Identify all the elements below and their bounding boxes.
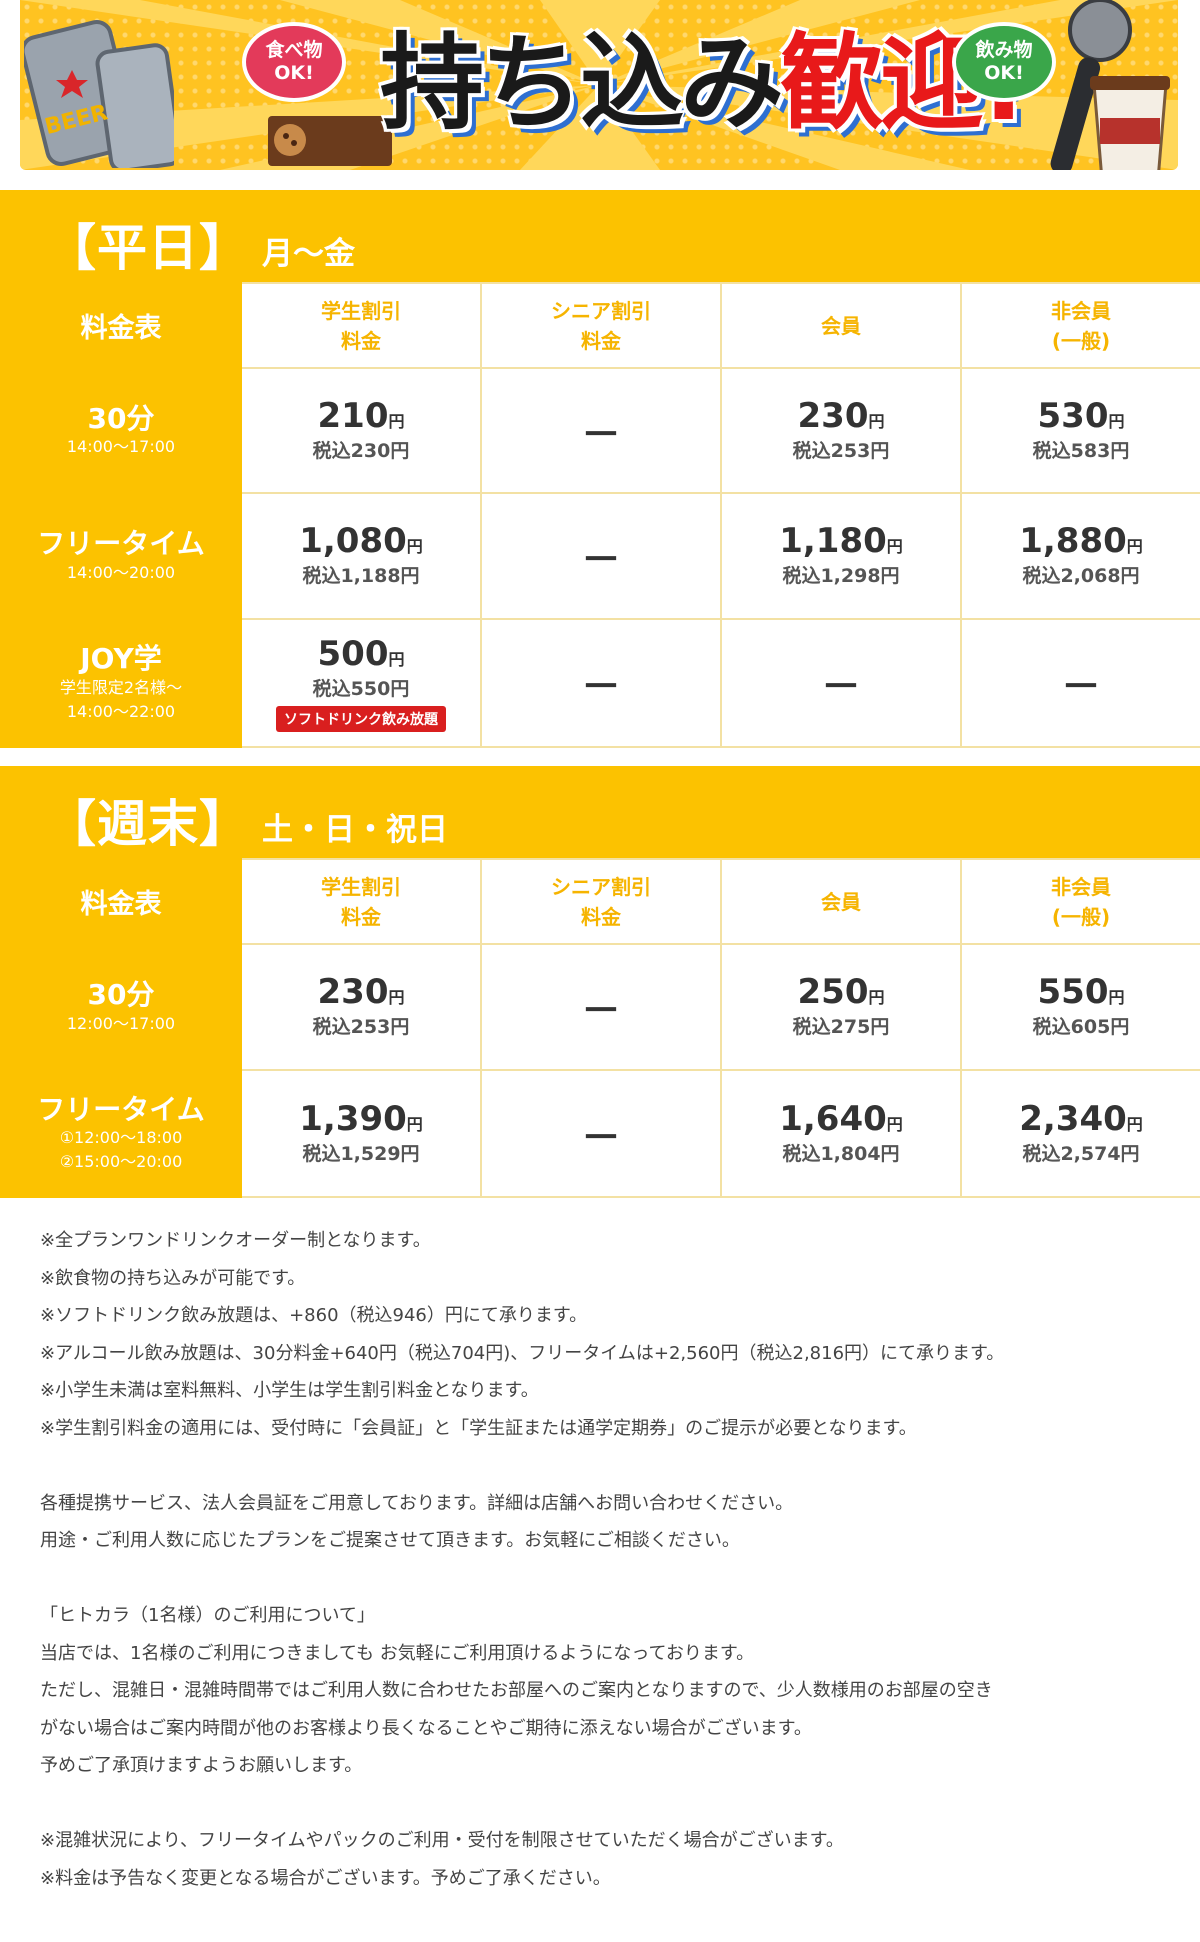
beer-can-icon: BEER xyxy=(24,20,174,168)
price-cell-empty: － xyxy=(960,618,1200,748)
price-cell: 1,390円 税込1,529円 xyxy=(240,1069,482,1198)
price-cell: 230円 税込253円 xyxy=(720,367,962,494)
note-line: ※全プランワンドリンクオーダー制となります。 xyxy=(40,1230,431,1251)
col-header-member: 会員 xyxy=(720,282,962,369)
note-spacer xyxy=(40,1785,1170,1823)
note-line: ※ソフトドリンク飲み放題は、+860（税込946）円にて承ります。 xyxy=(40,1305,588,1326)
note-line: 予めご了承頂けますようお願いします。 xyxy=(40,1755,363,1776)
table-row: 30分 12:00～17:00 230円 税込253円 － 250円 税込275… xyxy=(0,943,1200,1071)
col-header-senior: シニア割引 料金 xyxy=(480,858,722,945)
price-cell-empty: － xyxy=(480,943,722,1071)
col-header-student: 学生割引 料金 xyxy=(240,282,482,369)
note-line: 当店では、1名様のご利用につきましても お気軽にご利用頂けるようになっております… xyxy=(40,1642,755,1664)
note-line: 「ヒトカラ（1名様）のご利用について」 xyxy=(40,1605,375,1626)
soft-drink-badge: ソフトドリンク飲み放題 xyxy=(276,705,446,732)
weekday-price-table: 料金表 学生割引 料金 シニア割引 料金 会員 非会員 (一般) 30分 14:… xyxy=(0,282,1200,748)
price-cell: 530円 税込583円 xyxy=(960,367,1200,494)
table-corner-label: 料金表 xyxy=(0,858,242,945)
col-header-non-member: 非会員 (一般) xyxy=(960,858,1200,945)
note-line: がない場合はご案内時間が他のお客様より長くなることやご期待に添えない場合がござい… xyxy=(40,1717,812,1739)
banner-title: 持ち込み 歓迎! xyxy=(380,8,1027,158)
weekend-header: 【週末】 土・日・祝日 xyxy=(0,766,1200,858)
row-header-free-time: フリータイム ①12:00～18:00 ②15:00～20:00 xyxy=(0,1069,242,1198)
note-line: 各種提携サービス、法人会員証をご用意しております。詳細は店舗へお問い合わせくださ… xyxy=(40,1492,794,1514)
weekend-subtitle: 土・日・祝日 xyxy=(262,812,448,848)
table-row: フリータイム 14:00～20:00 1,080円 税込1,188円 － 1,1… xyxy=(0,492,1200,620)
price-cell: 1,180円 税込1,298円 xyxy=(720,492,962,620)
price-cell: 1,640円 税込1,804円 xyxy=(720,1069,962,1198)
price-cell-empty: － xyxy=(480,492,722,620)
price-cell: 250円 税込275円 xyxy=(720,943,962,1071)
note-line: ※学生割引料金の適用には、受付時に「会員証」と「学生証または通学定期券」のご提示… xyxy=(40,1417,917,1439)
price-cell-empty: － xyxy=(480,1069,722,1198)
price-cell-empty: － xyxy=(480,618,722,748)
price-cell-empty: － xyxy=(720,618,962,748)
price-cell: 1,080円 税込1,188円 xyxy=(240,492,482,620)
price-cell: 1,880円 税込2,068円 xyxy=(960,492,1200,620)
weekend-price-section: 【週末】 土・日・祝日 料金表 学生割引 料金 シニア割引 料金 会員 非会員 … xyxy=(0,766,1200,1198)
note-line: ※小学生未満は室料無料、小学生は学生割引料金となります。 xyxy=(40,1380,539,1401)
note-spacer xyxy=(40,1447,1170,1485)
table-header-row: 料金表 学生割引 料金 シニア割引 料金 会員 非会員 (一般) xyxy=(0,282,1200,369)
col-header-member: 会員 xyxy=(720,858,962,945)
note-line: ※混雑状況により、フリータイムやパックのご利用・受付を制限させていただく場合がご… xyxy=(40,1830,844,1851)
table-row: フリータイム ①12:00～18:00 ②15:00～20:00 1,390円 … xyxy=(0,1069,1200,1198)
row-header-free-time: フリータイム 14:00～20:00 xyxy=(0,492,242,620)
price-cell: 230円 税込253円 xyxy=(240,943,482,1071)
weekday-price-section: 【平日】 月～金 料金表 学生割引 料金 シニア割引 料金 会員 非会員 (一般… xyxy=(0,190,1200,748)
price-cell: 210円 税込230円 xyxy=(240,367,482,494)
row-header-30min: 30分 14:00～17:00 xyxy=(0,367,242,494)
weekend-price-table: 料金表 学生割引 料金 シニア割引 料金 会員 非会員 (一般) 30分 12:… xyxy=(0,858,1200,1198)
weekday-title: 【平日】 xyxy=(46,219,250,277)
weekday-subtitle: 月～金 xyxy=(262,236,355,272)
coffee-cup-icon xyxy=(1090,76,1170,170)
row-header-30min: 30分 12:00～17:00 xyxy=(0,943,242,1071)
note-line: ※料金は予告なく変更となる場合がございます。予めご了承ください。 xyxy=(40,1867,611,1889)
table-row: JOY学 学生限定2名様～ 14:00～22:00 500円 税込550円 ソフ… xyxy=(0,618,1200,748)
drink-ok-bubble: 飲み物 OK! xyxy=(952,22,1056,102)
table-row: 30分 14:00～17:00 210円 税込230円 － 230円 税込253… xyxy=(0,367,1200,494)
banner-title-main: 持ち込み xyxy=(380,22,784,144)
col-header-student: 学生割引 料金 xyxy=(240,858,482,945)
note-line: ただし、混雑日・混雑時間帯ではご利用人数に合わせたお部屋へのご案内となりますので… xyxy=(40,1680,993,1701)
price-cell: 550円 税込605円 xyxy=(960,943,1200,1071)
weekday-header: 【平日】 月～金 xyxy=(0,190,1200,282)
microphone-icon xyxy=(1050,0,1132,170)
price-cell-empty: － xyxy=(480,367,722,494)
row-header-joy-gaku: JOY学 学生限定2名様～ 14:00～22:00 xyxy=(0,618,242,748)
food-ok-bubble: 食べ物 OK! xyxy=(242,22,346,102)
price-cell: 500円 税込550円 ソフトドリンク飲み放題 xyxy=(240,618,482,748)
note-spacer xyxy=(40,1560,1170,1598)
snack-icon xyxy=(268,116,392,166)
table-corner-label: 料金表 xyxy=(0,282,242,369)
note-line: ※アルコール飲み放題は、30分料金+640円（税込704円)、フリータイムは+2… xyxy=(40,1342,1005,1364)
note-line: ※飲食物の持ち込みが可能です。 xyxy=(40,1267,306,1289)
col-header-senior: シニア割引 料金 xyxy=(480,282,722,369)
table-header-row: 料金表 学生割引 料金 シニア割引 料金 会員 非会員 (一般) xyxy=(0,858,1200,945)
weekend-title: 【週末】 xyxy=(46,795,250,853)
price-cell: 2,340円 税込2,574円 xyxy=(960,1069,1200,1198)
promo-banner: BEER 食べ物 OK! 持ち込み 歓迎! 飲み物 OK! xyxy=(20,0,1178,170)
notes-section: ※全プランワンドリンクオーダー制となります。 ※飲食物の持ち込みが可能です。 ※… xyxy=(40,1222,1170,1897)
col-header-non-member: 非会員 (一般) xyxy=(960,282,1200,369)
note-line: 用途・ご利用人数に応じたプランをご提案させて頂きます。お気軽にご相談ください。 xyxy=(40,1530,740,1551)
